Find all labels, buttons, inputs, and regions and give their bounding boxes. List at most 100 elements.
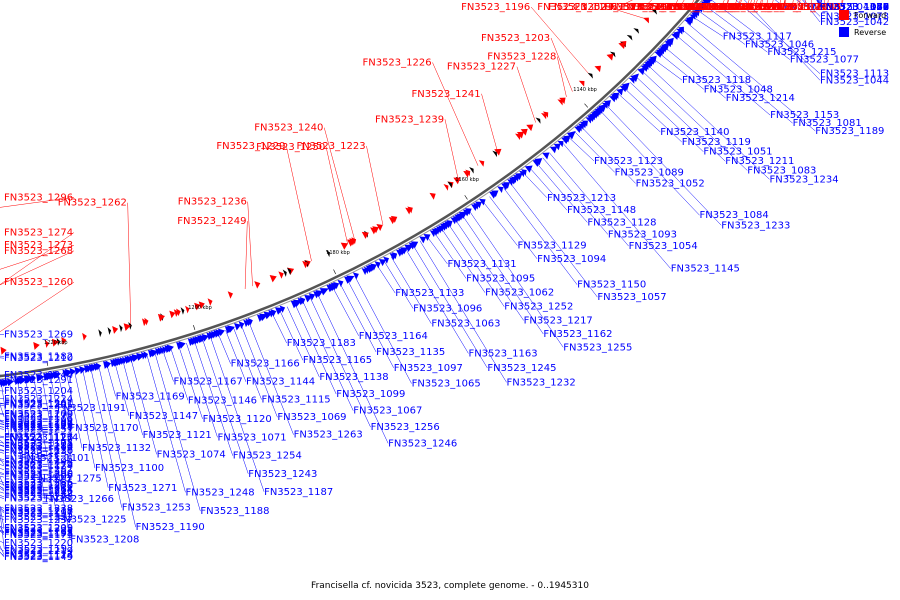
gene-label[interactable]: FN3523_1275 [33,474,102,485]
gene-label[interactable]: FN3523_1189 [815,126,884,137]
gene-label[interactable]: FN3523_1054 [629,241,698,252]
gene-label[interactable]: FN3523_1198 [4,528,73,539]
gene-label[interactable]: FN3523_1051 [703,147,772,158]
gene-label[interactable]: FN3523_1278 [4,492,73,503]
gene-label[interactable]: FN3523_1212 [4,507,73,518]
gene-label[interactable]: FN3523_1183 [287,338,356,349]
gene-label[interactable]: FN3523_1156 [696,2,765,13]
gene-label[interactable]: FN3523_1062 [485,288,554,299]
gene-label[interactable]: FN3523_1103 [683,2,752,13]
gene-label[interactable]: FN3523_1200 [4,409,73,420]
gene-label[interactable]: FN3523_1270 [4,481,73,492]
gene-label[interactable]: FN3523_1143 [691,2,760,13]
gene-label[interactable]: FN3523_1174 [4,551,73,562]
gene-label[interactable]: FN3523_1179 [4,410,73,421]
gene-label[interactable]: FN3523_1160 [680,2,749,13]
gene-label[interactable]: FN3523_1243 [248,469,317,480]
gene-label[interactable]: FN3523_1120 [203,414,272,425]
gene-label[interactable]: FN3523_1110 [685,2,754,13]
gene-label[interactable]: FN3523_1233 [721,220,790,231]
gene-label[interactable]: FN3523_1242 [4,488,73,499]
gene-label[interactable]: FN3523_1138 [319,372,388,383]
gene-label[interactable]: FN3523_1296 [4,192,73,203]
gene-label[interactable]: FN3523_1150 [577,280,646,291]
gene-label[interactable]: FN3523_1052 [636,178,705,189]
gene-label[interactable]: FN3523_1187 [264,487,333,498]
gene-label[interactable]: FN3523_1217 [524,315,593,326]
gene-label[interactable]: FN3523_1065 [412,379,481,390]
gene-label[interactable]: FN3523_1159 [623,2,692,13]
gene-label[interactable]: FN3523_1157 [669,2,738,13]
gene-label[interactable]: FN3523_1185 [621,2,690,13]
gene-label[interactable]: FN3523_1085 [741,2,810,13]
gene-label[interactable]: FN3523_1208 [70,535,139,546]
gene-label[interactable]: FN3523_1251 [4,424,73,435]
gene-label[interactable]: FN3523_1274 [4,228,73,239]
gene-label[interactable]: FN3523_1118 [682,75,751,86]
gene-label[interactable]: FN3523_1269 [4,330,73,341]
gene-label[interactable]: FN3523_1215 [767,47,836,58]
gene-label[interactable]: FN3523_1273 [4,240,73,251]
gene-label[interactable]: FN3523_1137 [4,417,73,428]
gene-label[interactable]: FN3523_1228 [487,52,556,63]
gene-label[interactable]: FN3523_1099 [336,389,405,400]
gene-label[interactable]: FN3523_1089 [615,167,684,178]
gene-label[interactable]: FN3523_1224 [4,394,73,405]
gene-label[interactable]: FN3523_1249 [177,216,246,227]
gene-label[interactable]: FN3523_1290 [4,469,73,480]
gene-label[interactable]: FN3523_1094 [537,254,606,265]
gene-label[interactable]: FN3523_1210 [4,353,73,364]
gene-label[interactable]: FN3523_1268 [4,246,73,257]
gene-label[interactable]: FN3523_1281 [4,483,73,494]
gene-label[interactable]: FN3523_1166 [231,359,300,370]
gene-label[interactable]: FN3523_1176 [4,432,73,443]
gene-label[interactable]: FN3523_1168 [610,2,679,13]
gene-label[interactable]: FN3523_1045 [772,2,841,13]
gene-label[interactable]: FN3523_1246 [388,438,457,449]
gene-label[interactable]: FN3523_1206 [4,470,73,481]
gene-label[interactable]: FN3523_1173 [4,530,73,541]
gene-label[interactable]: FN3523_1220 [4,538,73,549]
gene-label[interactable]: FN3523_1133 [395,288,464,299]
gene-label[interactable]: FN3523_1048 [704,84,773,95]
gene-label[interactable]: FN3523_1124 [4,461,73,472]
gene-label[interactable]: FN3523_1291 [4,375,73,386]
gene-label[interactable]: FN3523_1145 [671,264,740,275]
gene-label[interactable]: FN3523_1148 [567,205,636,216]
gene-label[interactable]: FN3523_1230 [4,446,73,457]
gene-label[interactable]: FN3523_1046 [745,39,814,50]
gene-label[interactable]: FN3523_1098 [772,2,841,13]
gene-label[interactable]: FN3523_1152 [656,2,725,13]
gene-label[interactable]: FN3523_1171 [4,412,73,423]
gene-label[interactable]: FN3523_1129 [517,241,586,252]
gene-label[interactable]: FN3523_1074 [157,449,226,460]
gene-label[interactable]: FN3523_1264 [4,485,73,496]
gene-label[interactable]: FN3523_1231 [4,448,73,459]
gene-label[interactable]: FN3523_1102 [722,2,791,13]
gene-label[interactable]: FN3523_1127 [4,433,73,444]
gene-label[interactable]: FN3523_1161 [656,2,725,13]
gene-label[interactable]: FN3523_1070 [820,2,889,13]
gene-label[interactable]: FN3523_1125 [4,455,73,466]
gene-label[interactable]: FN3523_1097 [394,363,463,374]
gene-label[interactable]: FN3523_1162 [543,329,612,340]
gene-label[interactable]: FN3523_1043 [807,2,876,13]
gene-label[interactable]: FN3523_1151 [4,419,73,430]
gene-label[interactable]: FN3523_1123 [594,156,663,167]
gene-label[interactable]: FN3523_1222 [4,512,73,523]
gene-label[interactable]: FN3523_1232 [507,377,576,388]
gene-label[interactable]: FN3523_1059 [714,2,783,13]
gene-label[interactable]: FN3523_1132 [82,443,151,454]
gene-label[interactable]: FN3523_1218 [4,506,73,517]
gene-label[interactable]: FN3523_1225 [57,514,126,525]
gene-label[interactable]: FN3523_1122 [677,2,746,13]
gene-label[interactable]: FN3523_1182 [4,351,73,362]
gene-label[interactable]: FN3523_1250 [256,142,325,153]
gene-label[interactable]: FN3523_1101 [21,453,90,464]
gene-label[interactable]: FN3523_1234 [770,174,839,185]
gene-label[interactable]: FN3523_1044 [820,75,889,86]
gene-label[interactable]: FN3523_1147 [129,411,198,422]
gene-label[interactable]: FN3523_1180 [4,441,73,452]
gene-label[interactable]: FN3523_1216 [4,486,73,497]
gene-label[interactable]: FN3523_1149 [4,552,73,563]
